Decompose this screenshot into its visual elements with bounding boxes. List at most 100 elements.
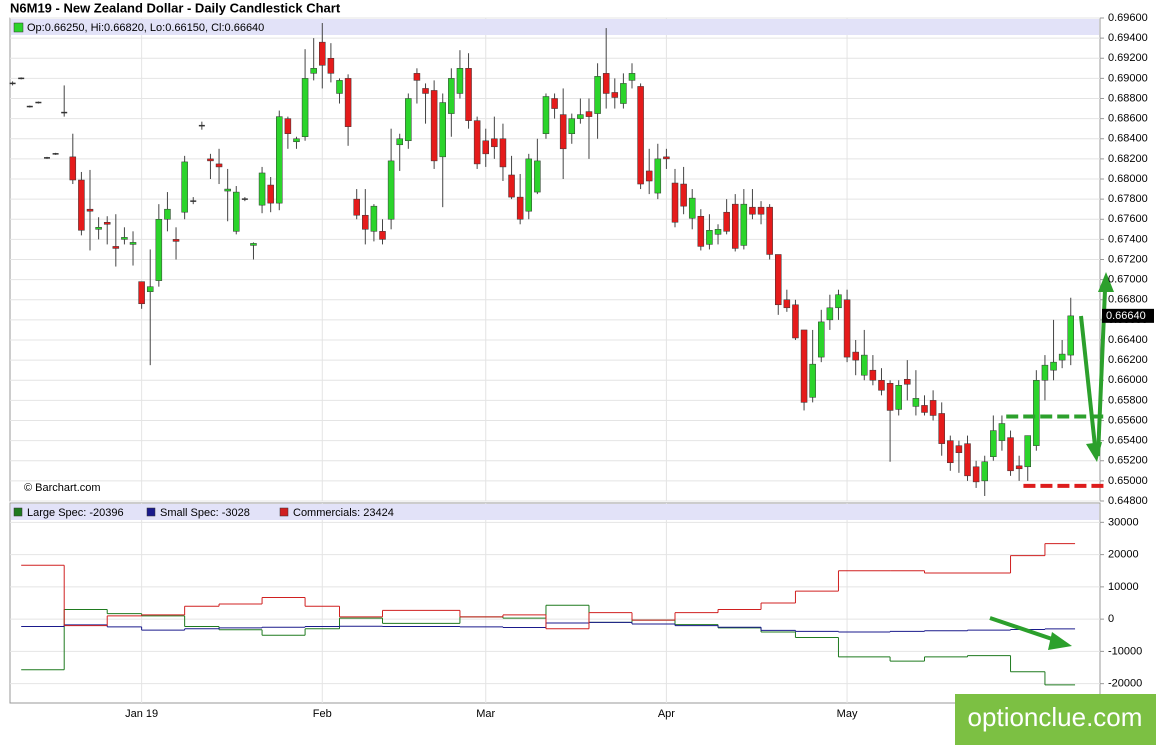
- candle-body: [912, 398, 920, 407]
- candle-body: [86, 208, 94, 212]
- candle-body: [164, 208, 171, 220]
- candle-body: [18, 77, 25, 80]
- candle-body: [602, 73, 610, 94]
- candle-body: [861, 354, 868, 376]
- candle-body: [688, 197, 696, 219]
- candle-body: [516, 196, 524, 220]
- candle-body: [482, 140, 489, 155]
- candle-body: [293, 138, 300, 143]
- y-tick-label: 0.68200: [1108, 153, 1148, 165]
- candle-body: [61, 111, 68, 114]
- candle-body: [869, 369, 877, 381]
- legend-entry: Large Spec: -20396: [27, 507, 124, 519]
- candle-body: [611, 92, 619, 98]
- candle-body: [301, 78, 309, 137]
- candle-body: [310, 68, 317, 74]
- x-tick-label: May: [837, 708, 858, 720]
- legend-entry: Small Spec: -3028: [160, 507, 250, 519]
- candle-body: [456, 68, 464, 94]
- y-tick-label: 0.67800: [1108, 193, 1148, 205]
- candle-body: [327, 58, 335, 74]
- candle-body: [714, 229, 722, 235]
- y-tick-label: 0.68400: [1108, 133, 1148, 145]
- y-tick-label: 0.68000: [1108, 173, 1148, 185]
- candle-body: [955, 445, 963, 453]
- y-tick-label: 10000: [1108, 581, 1139, 593]
- candle-body: [276, 116, 283, 204]
- candle-body: [663, 156, 670, 160]
- candle-body: [981, 461, 988, 482]
- candle-body: [843, 299, 851, 358]
- y-tick-label: 0.68600: [1108, 113, 1148, 125]
- arrow: [1079, 315, 1097, 447]
- candle-body: [620, 83, 627, 104]
- candle-body: [129, 242, 137, 245]
- y-tick-label: 0.67600: [1108, 213, 1148, 225]
- candle-body: [534, 160, 541, 193]
- candle-body: [551, 98, 558, 109]
- y-tick-label: -10000: [1108, 645, 1142, 657]
- x-tick-label: Jan 19: [125, 708, 158, 720]
- candle-body: [731, 203, 739, 249]
- cot-panel: [9, 502, 1101, 704]
- y-tick-label: -20000: [1108, 678, 1142, 690]
- candle-body: [138, 281, 145, 305]
- y-tick-label: 0.69600: [1108, 12, 1148, 24]
- candle-body: [697, 215, 705, 247]
- candle-body: [26, 105, 33, 108]
- candle-body: [1050, 361, 1057, 371]
- legend-swatch: [13, 507, 23, 517]
- candle-body: [568, 118, 576, 134]
- candle-body: [792, 304, 799, 339]
- candle-body: [990, 430, 997, 457]
- candle-body: [491, 138, 498, 148]
- candle-body: [1041, 364, 1049, 381]
- y-tick-label: 0.65800: [1108, 394, 1148, 406]
- candle-body: [362, 214, 369, 230]
- y-tick-label: 0: [1108, 613, 1114, 625]
- candle-body: [508, 174, 515, 198]
- candle-body: [645, 170, 653, 182]
- legend-swatch: [279, 507, 289, 517]
- candle-body: [1058, 353, 1066, 361]
- candle-body: [95, 227, 102, 230]
- candle-body: [9, 82, 16, 85]
- y-tick-label: 0.65200: [1108, 455, 1148, 467]
- candle-body: [172, 239, 180, 242]
- arrow: [989, 616, 1059, 643]
- candle-body: [284, 118, 292, 134]
- candle-body: [387, 160, 395, 220]
- candle-body: [267, 184, 274, 204]
- candle-body: [998, 423, 1006, 441]
- candle-body: [413, 73, 421, 81]
- candle-body: [190, 200, 197, 202]
- candle-body: [671, 182, 679, 223]
- candle-body: [215, 163, 223, 168]
- legend-text: Op:0.66250, Hi:0.66820, Lo:0.66150, Cl:0…: [27, 22, 264, 34]
- candle-body: [1067, 315, 1074, 356]
- candle-body: [1007, 437, 1014, 472]
- candle-body: [181, 161, 188, 213]
- candle-body: [947, 440, 954, 464]
- candle-body: [835, 294, 842, 309]
- candle-body: [878, 380, 885, 391]
- last-price-box: [1102, 308, 1154, 323]
- candle-body: [439, 102, 446, 158]
- candle-body: [396, 138, 403, 146]
- y-tick-label: 0.69200: [1108, 52, 1148, 64]
- candle-body: [353, 198, 360, 216]
- candle-body: [972, 466, 980, 483]
- candle-body: [740, 203, 748, 246]
- y-tick-label: 0.69000: [1108, 72, 1148, 84]
- candle-body: [422, 88, 429, 94]
- candle-body: [637, 86, 644, 185]
- candle-body: [52, 153, 59, 155]
- y-tick-label: 0.64800: [1108, 495, 1148, 507]
- arrow-head: [1048, 632, 1072, 650]
- grid: [10, 17, 1104, 703]
- y-tick-label: 0.67200: [1108, 253, 1148, 265]
- candle-body: [78, 179, 85, 231]
- candle-body: [654, 158, 662, 194]
- candle-body: [43, 157, 50, 159]
- y-tick-label: 0.66200: [1108, 354, 1148, 366]
